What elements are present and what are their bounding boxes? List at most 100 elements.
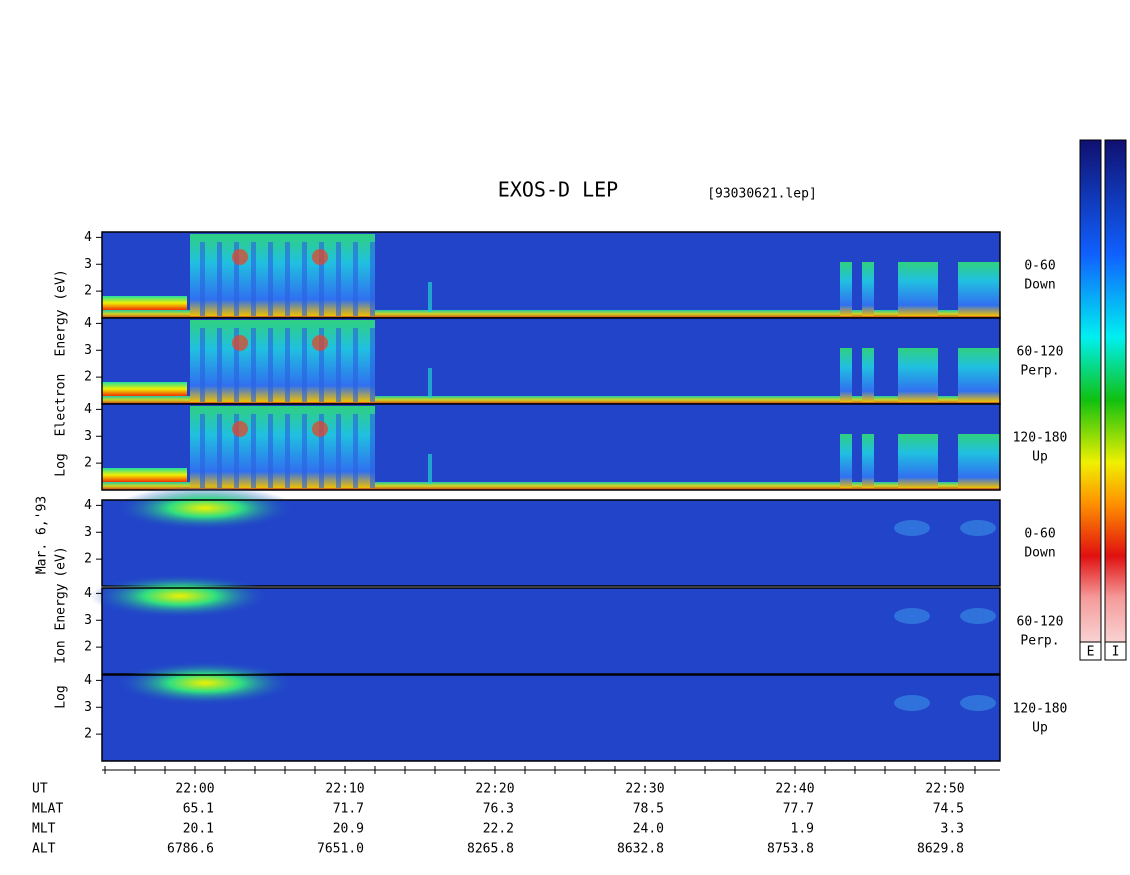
spectrogram-burst	[898, 348, 938, 402]
channel-angle: 0-60	[1024, 527, 1055, 542]
table-cell: 8265.8	[467, 842, 514, 857]
spectrogram-stripe	[251, 328, 256, 402]
table-cell: 3.3	[941, 822, 964, 837]
spectrogram-stripe	[251, 414, 256, 488]
spectrogram-spot	[232, 421, 248, 437]
table-cell: 22:10	[325, 782, 364, 797]
y-tick-label: 2	[84, 727, 92, 742]
spectrogram-burst	[862, 434, 874, 488]
panel-frame	[101, 499, 1001, 587]
spectrogram-band	[102, 482, 1000, 490]
spectrogram-stripe	[285, 328, 290, 402]
spectrogram-blob	[115, 486, 295, 530]
spectrogram-blob	[960, 608, 996, 624]
y-tick-label: 4	[84, 230, 92, 245]
spectrogram-burst	[840, 348, 852, 402]
table-cell: 6786.6	[167, 842, 214, 857]
y-tick-label: 4	[84, 402, 92, 417]
axis-label: Log	[54, 453, 69, 476]
spectrogram-stripe	[302, 328, 307, 402]
channel-direction: Up	[1032, 721, 1048, 736]
y-tick-label: 4	[84, 673, 92, 688]
table-cell: 22:50	[925, 782, 964, 797]
spectrogram-stripe	[217, 414, 222, 488]
y-tick-label: 2	[84, 284, 92, 299]
spectrogram-stripe	[234, 328, 239, 402]
spectrogram-burst	[898, 434, 938, 488]
y-tick-label: 3	[84, 525, 92, 540]
table-cell: 78.5	[633, 802, 664, 817]
spectrogram-stripe	[268, 242, 273, 316]
row-label: MLAT	[32, 802, 63, 817]
spectrogram-blob	[894, 520, 930, 536]
spectrogram-stripe	[285, 242, 290, 316]
spectrogram-stripe	[234, 242, 239, 316]
spectrogram-blob	[894, 608, 930, 624]
date: Mar. 6,'93	[35, 496, 50, 574]
channel-angle: 120-180	[1013, 431, 1068, 446]
axis-label: Log	[54, 685, 69, 708]
y-tick-label: 4	[84, 498, 92, 513]
spectrogram-stripe	[217, 242, 222, 316]
spectrogram-burst	[958, 434, 1000, 488]
spectrogram-blob	[894, 695, 930, 711]
table-cell: 20.1	[183, 822, 214, 837]
file-name: [93030621.lep]	[707, 187, 817, 202]
spectrogram-stripe	[200, 414, 205, 488]
spectrogram-spot	[232, 335, 248, 351]
spectrogram-burst	[862, 348, 874, 402]
spectrogram-stripe	[336, 242, 341, 316]
spectrogram-stripe	[268, 328, 273, 402]
channel-direction: Up	[1032, 450, 1048, 465]
spectrogram-stripe	[200, 328, 205, 402]
axis-label: Energy	[54, 583, 69, 630]
spectrogram-stripe	[217, 328, 222, 402]
axis-label: Energy	[54, 309, 69, 356]
table-cell: 22:00	[175, 782, 214, 797]
spectrogram-burst	[840, 262, 852, 316]
table-cell: 20.9	[333, 822, 364, 837]
spectrogram-stripe	[336, 328, 341, 402]
spectrogram-blob	[90, 574, 270, 618]
color-bar	[1104, 139, 1127, 661]
y-tick-label: 4	[84, 586, 92, 601]
title: EXOS-D LEP	[498, 178, 618, 202]
y-tick-label: 3	[84, 429, 92, 444]
spectrogram-stripe	[234, 414, 239, 488]
spectrogram-band	[102, 396, 1000, 404]
y-tick-label: 3	[84, 700, 92, 715]
spectrogram-stripe	[370, 242, 375, 316]
spectrogram-burst	[958, 348, 1000, 402]
axis-label: (eV)	[54, 269, 69, 300]
channel-angle: 60-120	[1017, 615, 1064, 630]
table-cell: 71.7	[333, 802, 364, 817]
channel-direction: Down	[1024, 278, 1055, 293]
table-cell: 74.5	[933, 802, 964, 817]
table-cell: 8629.8	[917, 842, 964, 857]
spectrogram-stripe	[302, 242, 307, 316]
spectrogram-burst	[862, 262, 874, 316]
spectrogram-stripe	[251, 242, 256, 316]
y-tick-label: 3	[84, 613, 92, 628]
spectrogram-blob	[115, 661, 295, 705]
y-tick-label: 2	[84, 370, 92, 385]
spectrogram-stripe	[319, 328, 324, 402]
channel-direction: Down	[1024, 546, 1055, 561]
row-label: ALT	[32, 842, 56, 857]
spectrogram-band	[102, 382, 187, 396]
y-tick-label: 3	[84, 343, 92, 358]
axis-label: Electron	[54, 374, 69, 437]
y-tick-label: 3	[84, 257, 92, 272]
color-bar-label: E	[1087, 645, 1095, 660]
spectrogram-mark	[428, 368, 432, 398]
spectrogram-band	[102, 468, 187, 482]
color-bar-label: I	[1112, 645, 1120, 660]
spectrogram-band	[102, 296, 187, 310]
spectrogram-stripe	[302, 414, 307, 488]
spectrogram-stripe	[319, 414, 324, 488]
table-cell: 76.3	[483, 802, 514, 817]
spectrogram-burst	[898, 262, 938, 316]
table-cell: 22:30	[625, 782, 664, 797]
spectrogram-spot	[312, 421, 328, 437]
color-bar-box	[1104, 641, 1127, 661]
